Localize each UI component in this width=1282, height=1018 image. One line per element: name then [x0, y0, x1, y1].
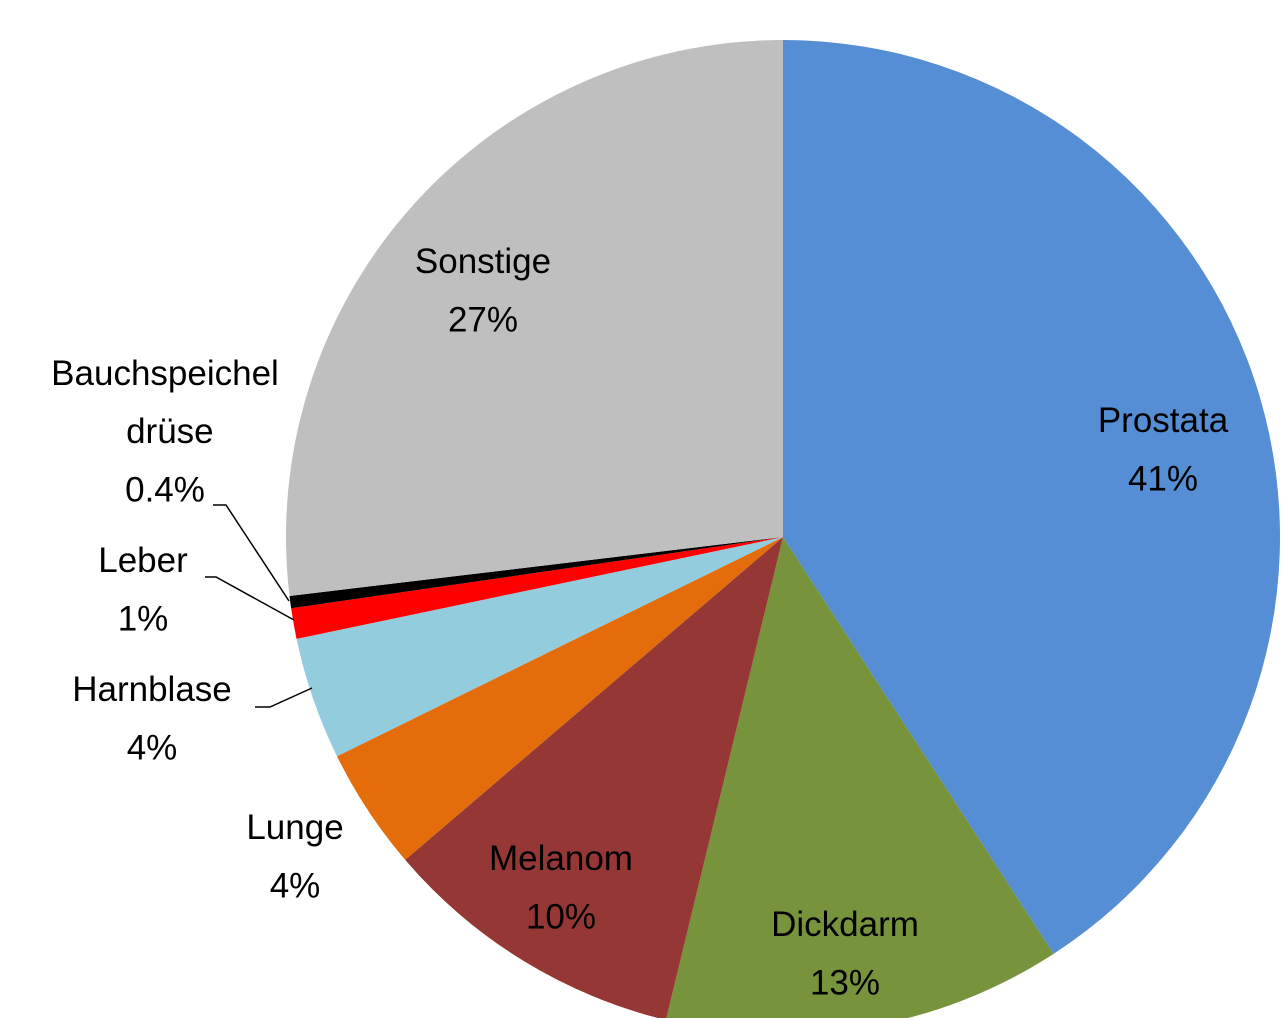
value-label: 13% — [810, 963, 880, 1002]
category-label: Sonstige — [415, 242, 551, 281]
value-label: 41% — [1128, 459, 1198, 498]
slice — [405, 537, 783, 1018]
slice — [783, 40, 1280, 954]
category-label: Harnblase — [72, 670, 232, 709]
pie — [285, 40, 1280, 1018]
category-label: Lunge — [246, 808, 343, 847]
slice — [289, 537, 783, 609]
category-label: Prostata — [1098, 401, 1229, 440]
leader-line — [255, 687, 313, 708]
value-label: 0.4% — [125, 470, 205, 509]
slice — [285, 40, 783, 596]
value-label: 10% — [526, 897, 596, 936]
category-label: Bauchspeichel drüse — [51, 354, 279, 451]
value-label: 4% — [127, 728, 178, 767]
slice — [291, 537, 783, 639]
slice — [296, 537, 783, 757]
category-label: Melanom — [489, 839, 633, 878]
slice — [336, 537, 783, 860]
category-label: Dickdarm — [771, 905, 919, 944]
value-label: 27% — [448, 300, 518, 339]
leader-line — [213, 504, 290, 602]
category-label: Leber — [98, 541, 188, 580]
labels: Prostata 41% Dickdarm 13% Melanom 10% Lunge 4% H… — [51, 242, 1229, 1002]
slice — [666, 537, 1054, 1018]
value-label: 4% — [270, 866, 321, 905]
leader-line — [205, 576, 295, 621]
value-label: 1% — [118, 599, 169, 638]
